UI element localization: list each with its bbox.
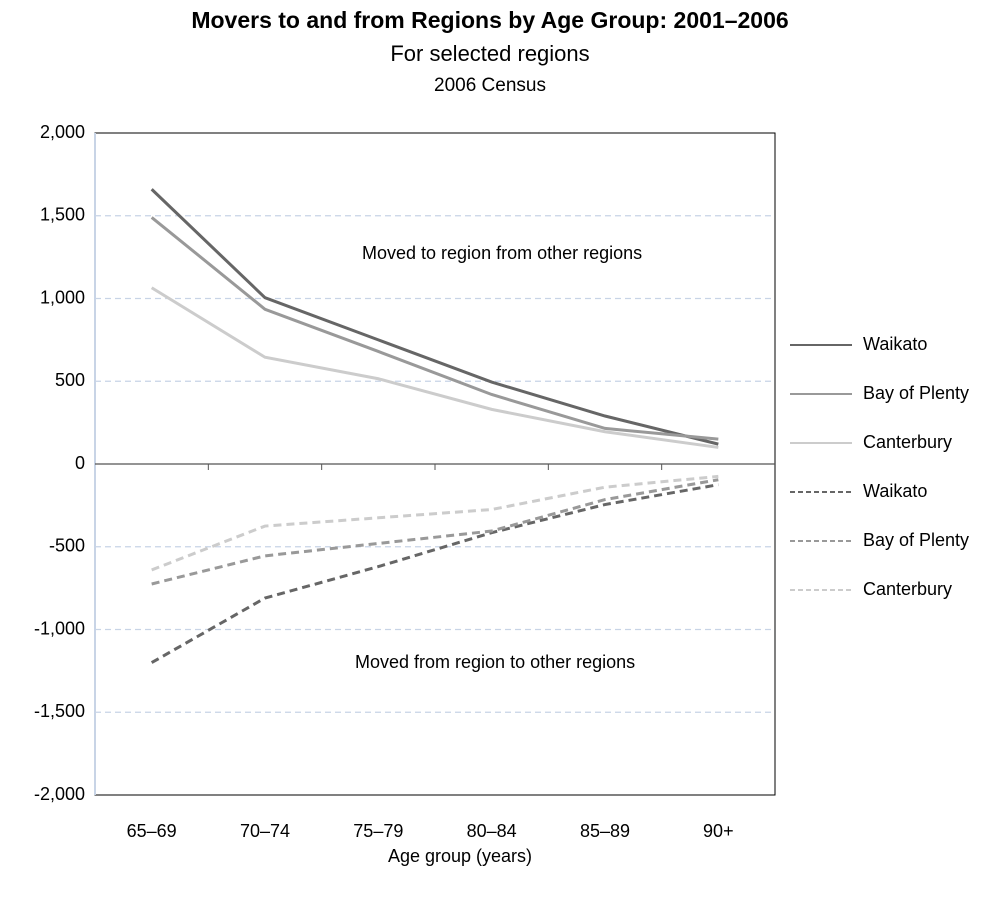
series-line bbox=[151, 478, 719, 586]
legend-label: Canterbury bbox=[863, 579, 952, 599]
x-tick-label: 65–69 bbox=[127, 821, 177, 841]
y-tick-label: -1,500 bbox=[34, 701, 85, 721]
legend-label: Bay of Plenty bbox=[863, 383, 969, 403]
series-line bbox=[150, 483, 719, 664]
y-tick-label: -500 bbox=[49, 536, 85, 556]
y-tick-label: -1,000 bbox=[34, 618, 85, 638]
series-line bbox=[150, 216, 719, 441]
legend-label: Canterbury bbox=[863, 432, 952, 452]
y-tick-label: 2,000 bbox=[40, 122, 85, 142]
chart-subtitle: 2006 Census bbox=[434, 75, 546, 96]
y-tick-label: 1,000 bbox=[40, 287, 85, 307]
y-tick-label: 1,500 bbox=[40, 205, 85, 225]
series-line bbox=[151, 474, 719, 572]
series-line bbox=[150, 188, 719, 446]
legend-label: Waikato bbox=[863, 481, 927, 501]
legend-label: Waikato bbox=[863, 334, 927, 354]
chart-title: Movers to and from Regions by Age Group:… bbox=[191, 7, 788, 33]
annotation: Moved to region from other regions bbox=[362, 243, 642, 263]
y-tick-label: 500 bbox=[55, 370, 85, 390]
x-tick-label: 80–84 bbox=[467, 821, 517, 841]
y-tick-label: -2,000 bbox=[34, 784, 85, 804]
chart-subtitle: For selected regions bbox=[390, 41, 589, 66]
x-tick-label: 90+ bbox=[703, 821, 734, 841]
legend-label: Bay of Plenty bbox=[863, 530, 969, 550]
x-axis-label: Age group (years) bbox=[388, 846, 532, 866]
series-line bbox=[150, 286, 719, 449]
x-tick-label: 85–89 bbox=[580, 821, 630, 841]
x-tick-label: 75–79 bbox=[353, 821, 403, 841]
x-tick-label: 70–74 bbox=[240, 821, 290, 841]
annotation: Moved from region to other regions bbox=[355, 652, 635, 672]
y-tick-label: 0 bbox=[75, 453, 85, 473]
